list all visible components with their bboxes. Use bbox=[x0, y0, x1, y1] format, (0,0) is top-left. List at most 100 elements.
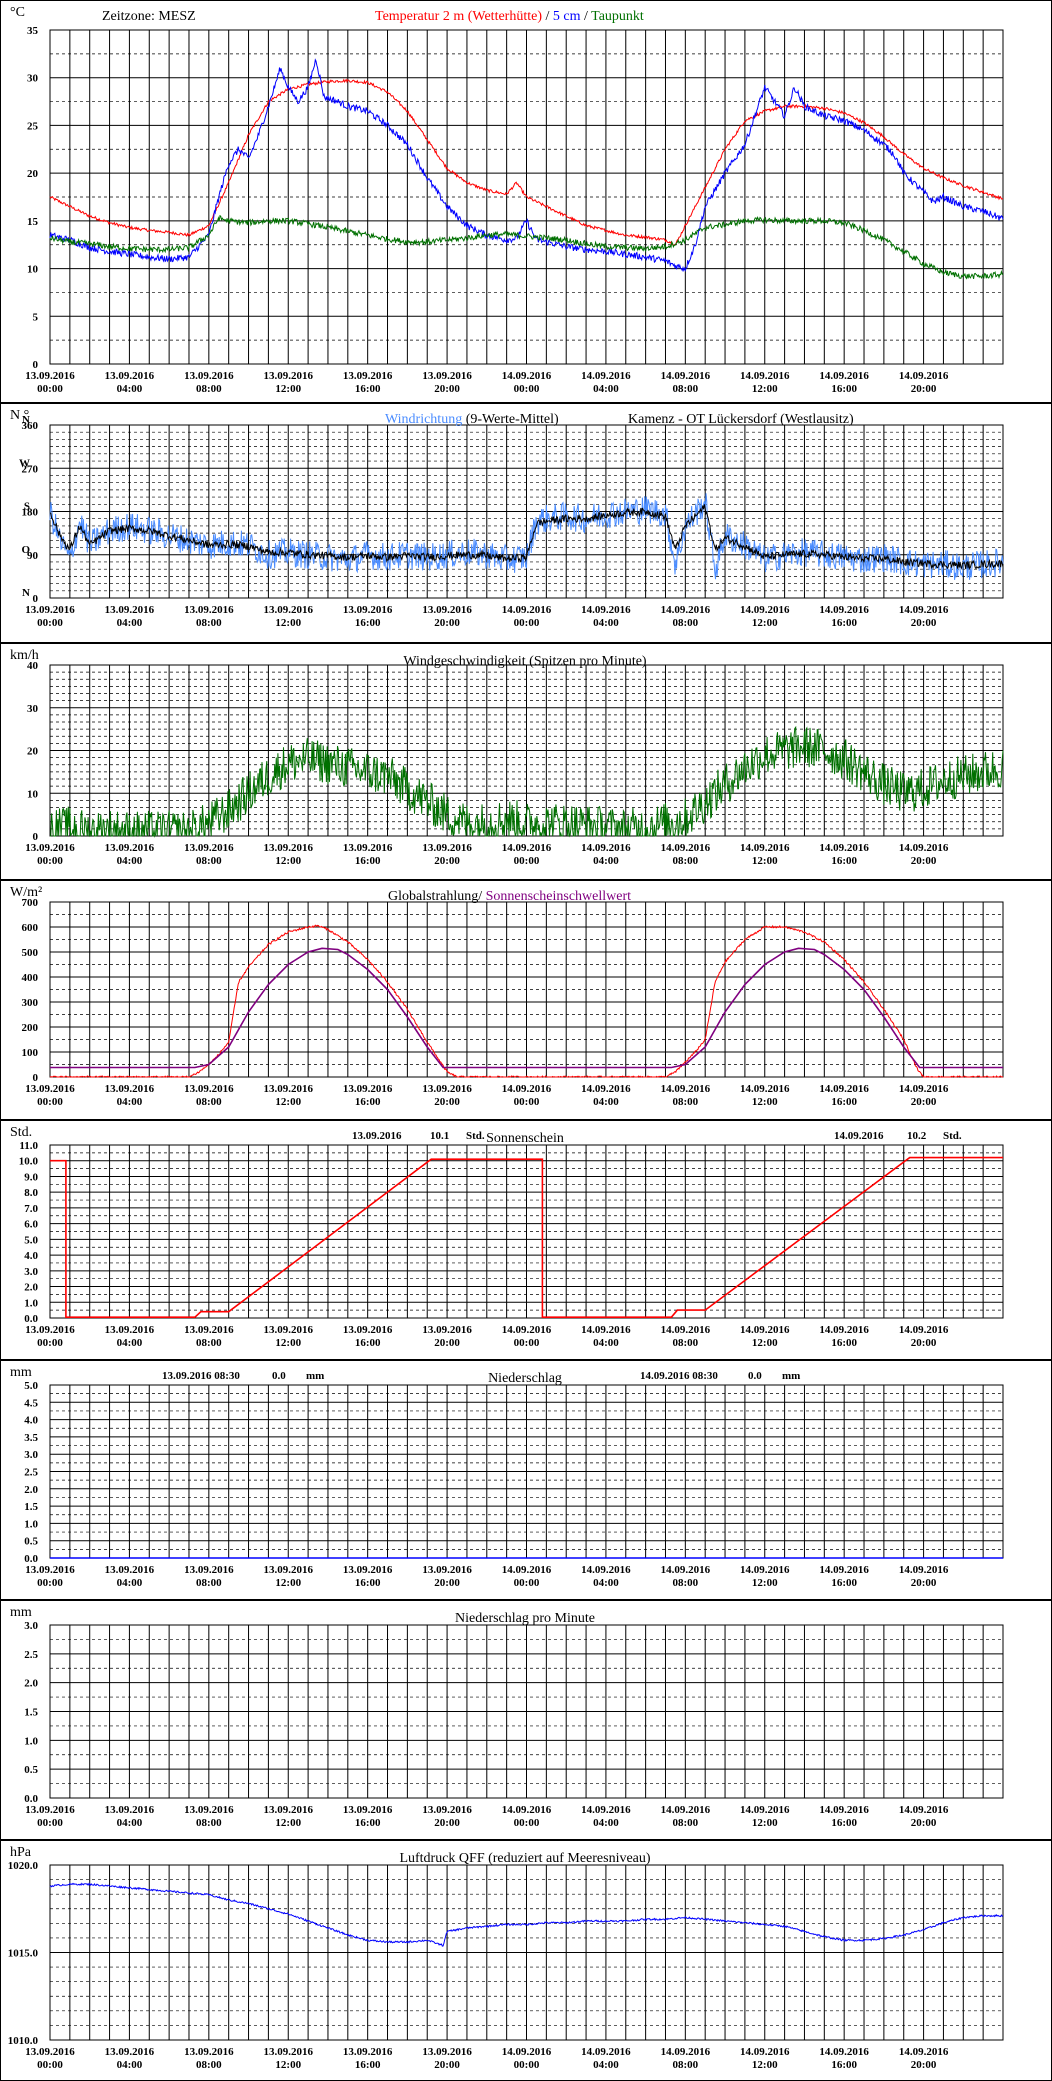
x-tick-time: 16:00 bbox=[831, 383, 857, 395]
x-tick-time: 08:00 bbox=[672, 383, 698, 395]
y-tick-label: 0.5 bbox=[24, 1764, 38, 1776]
y-tick-label: 6.0 bbox=[24, 1219, 38, 1231]
title-part: Taupunkt bbox=[591, 9, 644, 24]
x-tick-time: 00:00 bbox=[514, 1577, 540, 1589]
x-tick-time: 16:00 bbox=[355, 1577, 381, 1589]
x-tick-time: 20:00 bbox=[434, 383, 460, 395]
x-tick-time: 12:00 bbox=[752, 1577, 778, 1589]
y-tick-label: 2.5 bbox=[24, 1467, 38, 1479]
chart-title: Globalstrahlung/ Sonnenscheinschwellwert bbox=[388, 889, 631, 904]
x-tick-time: 20:00 bbox=[911, 1577, 937, 1589]
y-tick-label: 11.0 bbox=[19, 1140, 38, 1152]
title-part: Globalstrahlung/ bbox=[388, 889, 486, 904]
x-tick-time: 16:00 bbox=[355, 1096, 381, 1108]
x-tick-time: 08:00 bbox=[672, 2059, 698, 2071]
compass-label: S bbox=[24, 501, 30, 513]
y-tick-label: 5.0 bbox=[24, 1380, 38, 1392]
series-line-2 bbox=[49, 504, 1004, 570]
x-tick-time: 04:00 bbox=[117, 617, 143, 629]
x-tick-date: 13.09.2016 bbox=[184, 1804, 234, 1816]
y-tick-label: 600 bbox=[22, 922, 39, 934]
x-tick-time: 04:00 bbox=[117, 1577, 143, 1589]
series-line-3 bbox=[49, 214, 1004, 280]
y-tick-label: 2.5 bbox=[24, 1649, 38, 1661]
compass-label: N bbox=[22, 587, 30, 599]
chart-title: Temperatur 2 m (Wetterhütte) / 5 cm / Ta… bbox=[375, 9, 644, 24]
y-tick-label: 100 bbox=[22, 1047, 39, 1059]
x-tick-date: 14.09.2016 bbox=[819, 604, 869, 616]
x-tick-time: 04:00 bbox=[117, 2059, 143, 2071]
x-tick-date: 13.09.2016 bbox=[422, 370, 472, 382]
x-tick-time: 08:00 bbox=[196, 2059, 222, 2071]
chart-title: Sonnenschein bbox=[486, 1131, 564, 1146]
x-tick-time: 16:00 bbox=[355, 1817, 381, 1829]
x-tick-time: 20:00 bbox=[434, 2059, 460, 2071]
x-tick-time: 08:00 bbox=[672, 1096, 698, 1108]
x-tick-date: 14.09.2016 bbox=[899, 370, 949, 382]
y-tick-label: 300 bbox=[22, 997, 39, 1009]
x-tick-time: 00:00 bbox=[37, 1577, 63, 1589]
x-tick-time: 12:00 bbox=[275, 855, 301, 867]
y-tick-label: 0.0 bbox=[24, 1553, 38, 1565]
x-tick-date: 14.09.2016 bbox=[502, 1804, 552, 1816]
title-part: Temperatur 2 m (Wetterhütte) bbox=[375, 9, 542, 24]
y-tick-label: 500 bbox=[22, 947, 39, 959]
series-line-1 bbox=[49, 1882, 1004, 1947]
y-tick-label: 0 bbox=[33, 1072, 39, 1084]
x-tick-time: 12:00 bbox=[275, 1337, 301, 1349]
x-tick-time: 16:00 bbox=[831, 855, 857, 867]
y-tick-label: 25 bbox=[27, 120, 39, 132]
x-tick-date: 14.09.2016 bbox=[819, 842, 869, 854]
x-tick-time: 00:00 bbox=[514, 855, 540, 867]
y-tick-label: 20 bbox=[27, 746, 39, 758]
y-unit-label: km/h bbox=[10, 648, 39, 663]
x-tick-date: 13.09.2016 bbox=[25, 2046, 75, 2058]
x-tick-time: 20:00 bbox=[911, 1817, 937, 1829]
y-tick-label: 1.5 bbox=[24, 1501, 38, 1513]
y-tick-label: 1010.0 bbox=[8, 2035, 39, 2047]
x-tick-time: 04:00 bbox=[593, 1577, 619, 1589]
chart-title: Luftdruck QFF (reduziert auf Meeresnivea… bbox=[399, 1851, 650, 1866]
x-tick-date: 13.09.2016 bbox=[343, 1804, 393, 1816]
compass-label: N bbox=[22, 414, 30, 426]
day-total-date: 14.09.2016 08:30 bbox=[640, 1370, 718, 1382]
x-tick-date: 14.09.2016 bbox=[899, 1804, 949, 1816]
series-line-1 bbox=[49, 493, 1004, 580]
x-tick-time: 20:00 bbox=[434, 855, 460, 867]
x-tick-date: 14.09.2016 bbox=[819, 1324, 869, 1336]
x-tick-date: 13.09.2016 bbox=[343, 2046, 393, 2058]
x-tick-date: 14.09.2016 bbox=[661, 1804, 711, 1816]
y-tick-label: 10.0 bbox=[19, 1156, 39, 1168]
y-tick-label: 0.0 bbox=[24, 1313, 38, 1325]
x-tick-date: 13.09.2016 bbox=[184, 1324, 234, 1336]
x-tick-date: 14.09.2016 bbox=[899, 604, 949, 616]
y-unit-label: mm bbox=[10, 1605, 32, 1620]
x-tick-date: 14.09.2016 bbox=[581, 2046, 631, 2058]
x-tick-time: 20:00 bbox=[911, 855, 937, 867]
y-tick-label: 400 bbox=[22, 972, 39, 984]
x-tick-date: 13.09.2016 bbox=[184, 2046, 234, 2058]
x-tick-date: 13.09.2016 bbox=[343, 1083, 393, 1095]
x-tick-time: 20:00 bbox=[911, 1337, 937, 1349]
day-total-unit: Std. bbox=[466, 1130, 485, 1142]
x-tick-date: 14.09.2016 bbox=[740, 604, 790, 616]
x-tick-time: 08:00 bbox=[196, 1337, 222, 1349]
x-tick-date: 13.09.2016 bbox=[343, 1564, 393, 1576]
day-total-unit: mm bbox=[782, 1370, 800, 1382]
x-tick-time: 12:00 bbox=[752, 383, 778, 395]
x-tick-time: 08:00 bbox=[672, 617, 698, 629]
x-tick-date: 13.09.2016 bbox=[25, 370, 75, 382]
x-tick-date: 14.09.2016 bbox=[740, 370, 790, 382]
x-tick-date: 14.09.2016 bbox=[899, 2046, 949, 2058]
y-tick-labels: 0.0 0.5 1.0 1.5 2.0 2.5 3.0 3.5 4.0 4.5 5.0 bbox=[24, 1380, 38, 1565]
x-tick-time: 00:00 bbox=[514, 617, 540, 629]
y-tick-label: 7.0 bbox=[24, 1203, 38, 1215]
day-total-date: 14.09.2016 bbox=[834, 1130, 884, 1142]
x-tick-date: 13.09.2016 bbox=[184, 1564, 234, 1576]
x-tick-time: 12:00 bbox=[752, 1337, 778, 1349]
x-tick-date: 13.09.2016 bbox=[264, 2046, 314, 2058]
y-tick-label: 0 bbox=[33, 831, 39, 843]
grid bbox=[49, 1864, 1004, 2041]
x-tick-time: 04:00 bbox=[117, 855, 143, 867]
